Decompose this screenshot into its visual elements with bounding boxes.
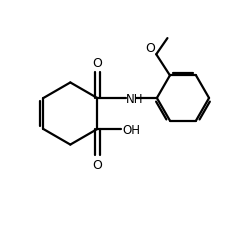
Text: OH: OH — [122, 123, 140, 136]
Text: NH: NH — [126, 93, 144, 106]
Text: O: O — [145, 41, 155, 54]
Text: O: O — [92, 56, 102, 69]
Text: O: O — [92, 158, 102, 171]
